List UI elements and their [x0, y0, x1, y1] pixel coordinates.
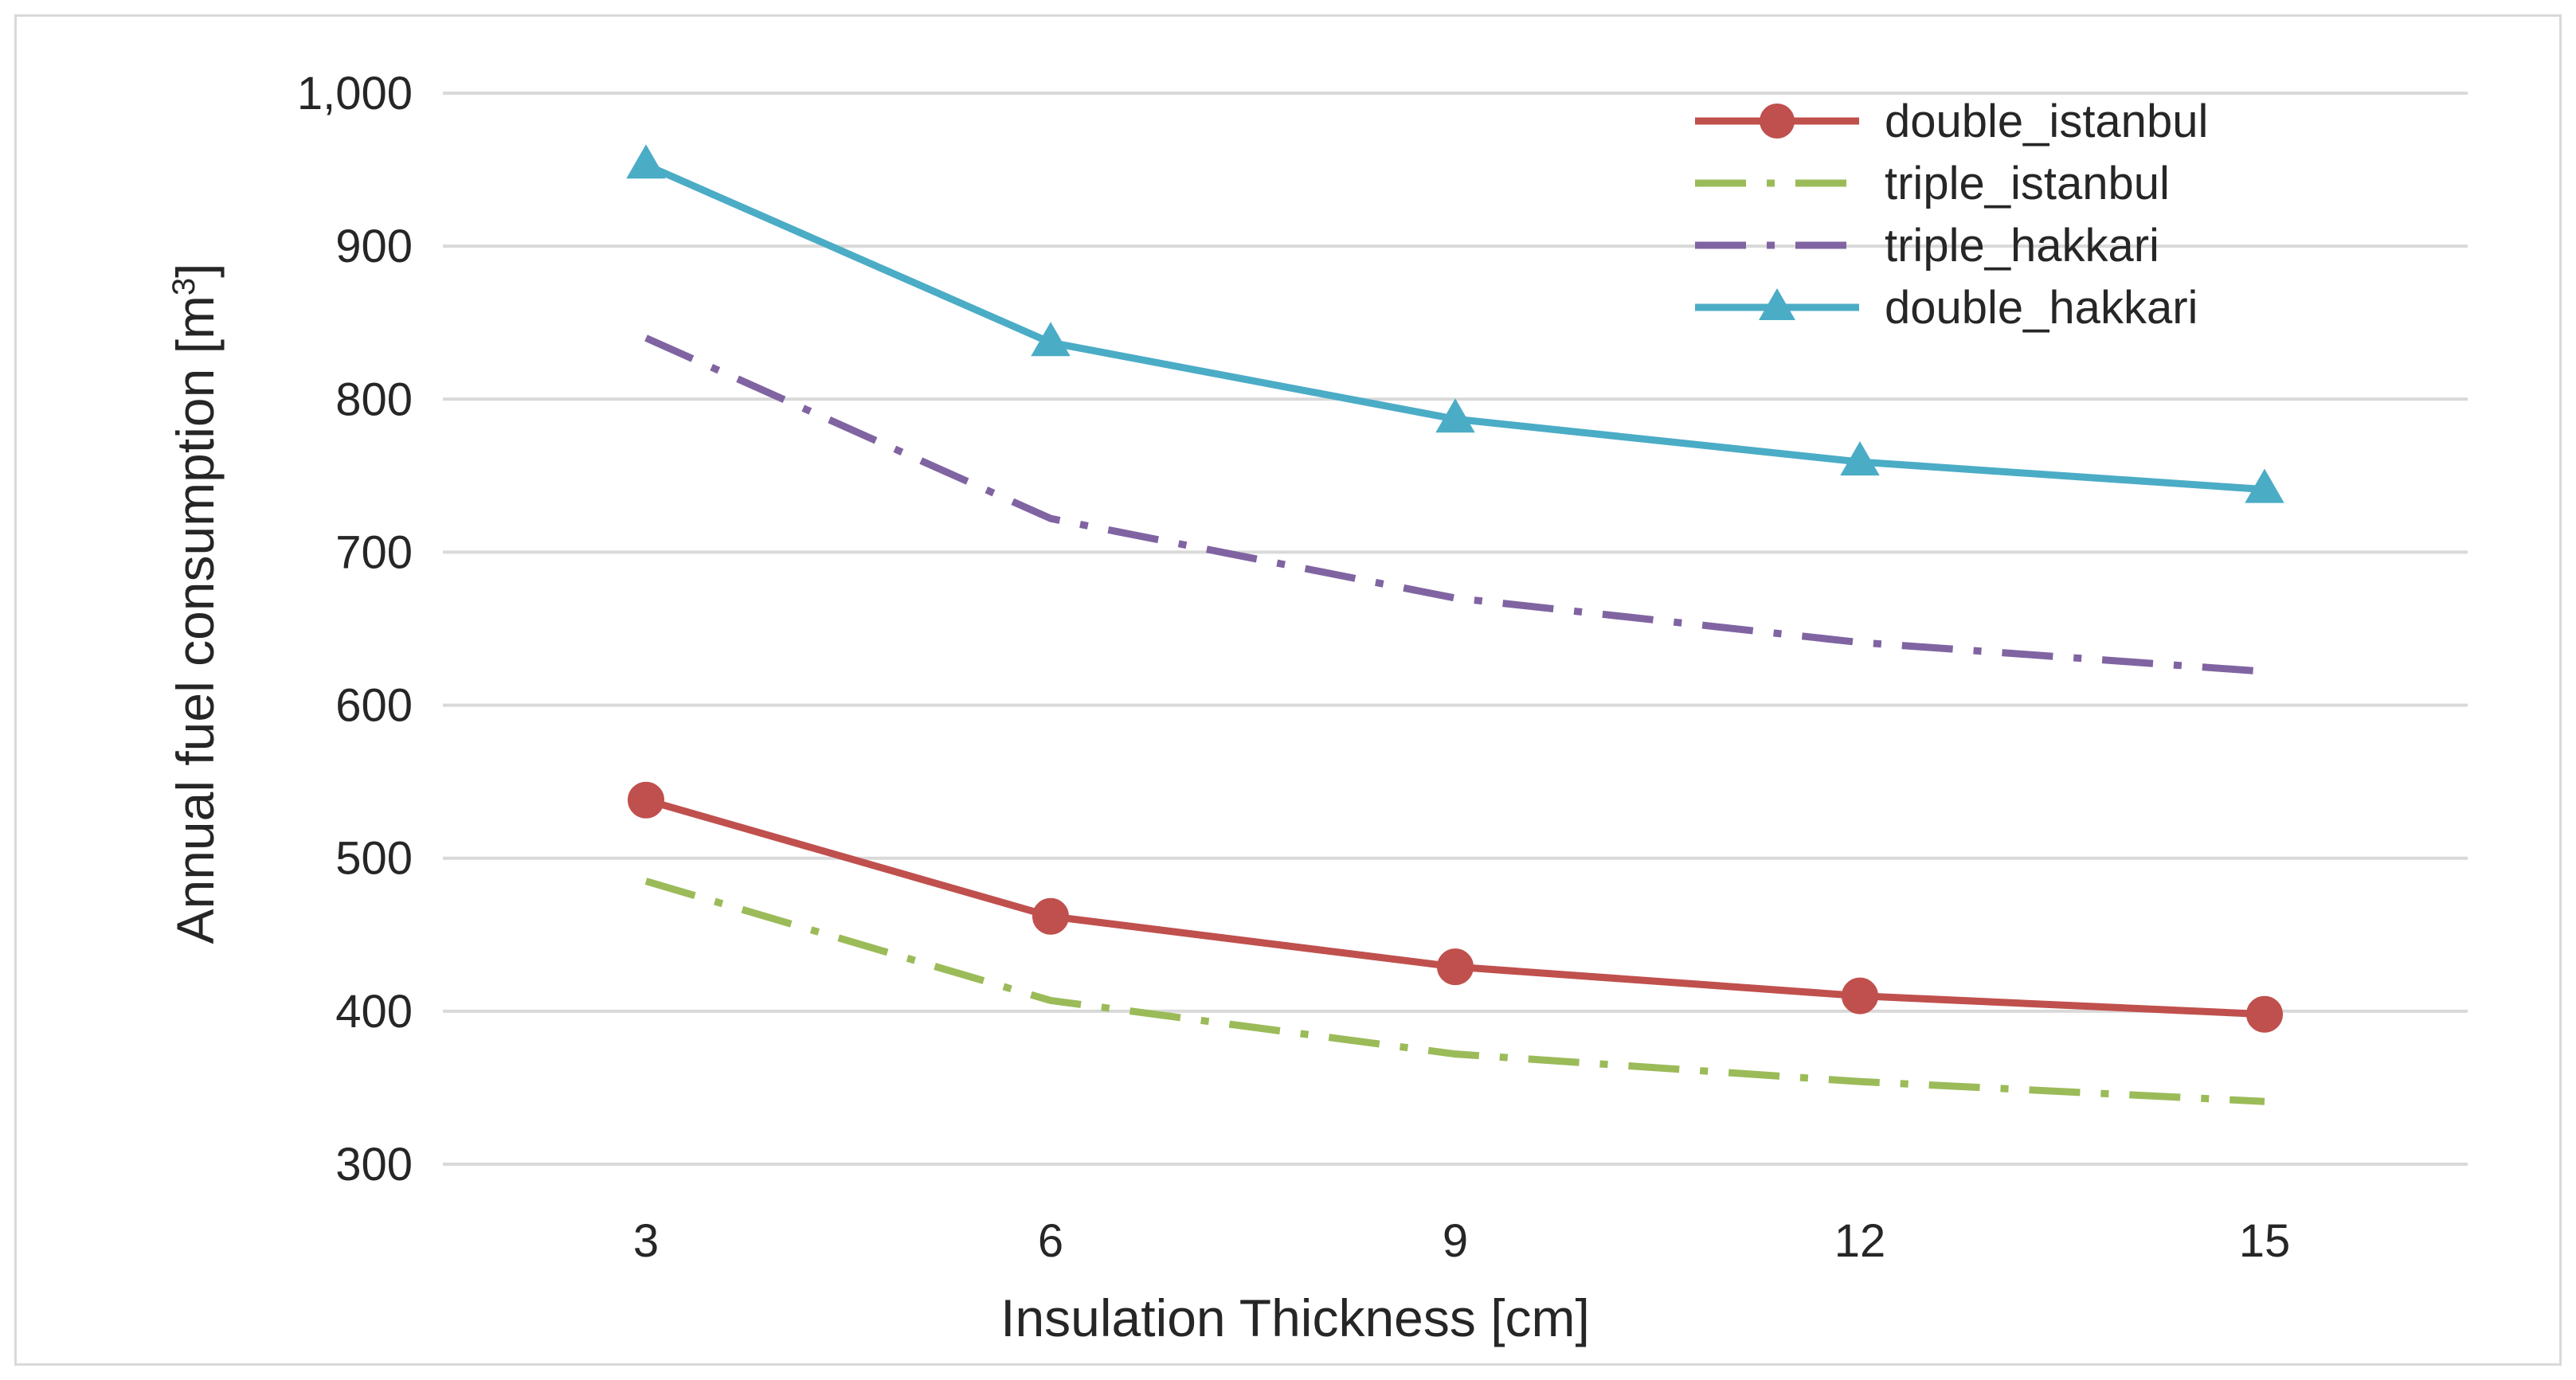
point-double_istanbul-6	[1032, 897, 1069, 935]
y-tick-label-700: 700	[335, 526, 413, 578]
y-tick-label-500: 500	[335, 833, 413, 885]
point-double_hakkari-9	[1435, 398, 1475, 433]
legend-marker-double_hakkari	[1759, 288, 1795, 320]
legend-label-double_hakkari: double_hakkari	[1885, 282, 2198, 334]
x-axis-tick-labels: 3 6 9 12 15	[633, 1215, 2290, 1267]
x-axis-title: Insulation Thickness [cm]	[1000, 1288, 1590, 1347]
x-tick-label-3: 3	[633, 1215, 659, 1267]
point-double_hakkari-12	[1840, 441, 1880, 476]
x-tick-label-9: 9	[1443, 1215, 1468, 1267]
chart-frame	[14, 14, 2562, 1366]
point-double_istanbul-9	[1437, 948, 1474, 986]
series-line-triple_istanbul	[644, 878, 2265, 1105]
y-tick-label-400: 400	[335, 986, 413, 1038]
legend-label-triple_hakkari: triple_hakkari	[1885, 220, 2159, 272]
y-axis-tick-labels: 300 400 500 600 700 800 900 1,000	[297, 68, 413, 1190]
y-axis-title-close: ]	[166, 263, 225, 277]
series-line-triple_hakkari	[644, 334, 2265, 675]
y-tick-label-300: 300	[335, 1139, 413, 1190]
point-double_hakkari-6	[1031, 322, 1071, 357]
legend-marker-double_istanbul	[1760, 104, 1795, 139]
x-tick-label-12: 12	[1834, 1215, 1886, 1267]
series-markers	[626, 144, 2284, 1033]
x-tick-label-15: 15	[2239, 1215, 2291, 1267]
y-axis-title: Annual fuel consumption [m3]	[166, 263, 225, 944]
y-tick-label-800: 800	[335, 373, 413, 425]
point-double_istanbul-12	[1842, 977, 1878, 1014]
y-tick-label-1000: 1,000	[297, 68, 413, 119]
point-double_hakkari-3	[626, 144, 666, 179]
legend: double_istanbul triple_istanbul triple_hak…	[1695, 96, 2208, 334]
y-axis-title-superscript: 3	[166, 278, 202, 295]
point-double_istanbul-15	[2246, 995, 2283, 1033]
point-double_hakkari-15	[2245, 468, 2284, 503]
gridlines	[443, 92, 2468, 1166]
legend-label-double_istanbul: double_istanbul	[1885, 96, 2208, 147]
y-tick-label-600: 600	[335, 680, 413, 732]
y-axis-title-main: Annual fuel consumption [m	[166, 295, 225, 944]
point-double_istanbul-3	[628, 781, 664, 819]
y-tick-label-900: 900	[335, 221, 413, 272]
x-tick-label-6: 6	[1038, 1215, 1063, 1267]
legend-label-triple_istanbul: triple_istanbul	[1885, 158, 2170, 209]
